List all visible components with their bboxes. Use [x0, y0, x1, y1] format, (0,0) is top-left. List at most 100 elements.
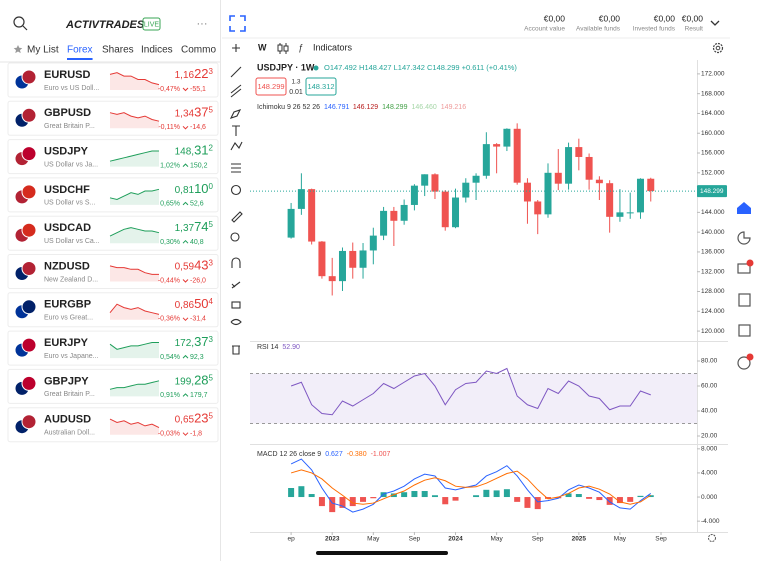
price-head: 148,: [175, 146, 194, 157]
home-icon[interactable]: [737, 202, 751, 214]
last-price-tag: [697, 185, 727, 198]
candle-body: [493, 144, 501, 147]
time-settings-icon[interactable]: [708, 534, 716, 542]
trendline-tool[interactable]: [230, 66, 242, 78]
macd-histogram-bar: [534, 497, 541, 510]
sparkline: [109, 342, 159, 350]
tab[interactable]: Commo: [181, 45, 216, 56]
settings-icon[interactable]: [712, 42, 724, 54]
instrument-row[interactable]: [7, 139, 219, 175]
pattern-tool[interactable]: [230, 141, 243, 151]
zoom-tool[interactable]: [230, 232, 240, 242]
account-value: €0,00: [654, 13, 676, 23]
gear-inner: [715, 45, 721, 51]
brush-tool[interactable]: [229, 109, 242, 119]
price-fraction: 5: [209, 412, 214, 421]
inbox-icon[interactable]: [737, 263, 751, 274]
gear-outer: [712, 42, 724, 54]
price-fraction: 5: [209, 220, 214, 229]
candle-body: [349, 250, 357, 268]
y-tick-label: 168.000: [701, 90, 725, 97]
sparkline: [109, 227, 160, 237]
instrument-row[interactable]: [7, 254, 219, 289]
macd-histogram-bar: [442, 497, 449, 505]
macd-histogram-bar: [647, 495, 654, 498]
price-head: 1,37: [175, 223, 195, 234]
macd-label: MACD 12 26 close 9: [257, 451, 321, 458]
y-tick-label: 132.000: [701, 268, 725, 275]
candle-body: [606, 183, 614, 217]
text-tool[interactable]: [232, 125, 240, 136]
instrument-row[interactable]: [7, 62, 219, 98]
tab-underline: [67, 58, 93, 60]
tab[interactable]: Indices: [141, 45, 173, 56]
candle-body: [616, 212, 624, 217]
candle-body: [431, 174, 439, 192]
macd-histogram-bar: [606, 497, 613, 505]
flag-quote: [21, 261, 37, 276]
lock-tool[interactable]: [231, 301, 241, 309]
projection-tool[interactable]: [231, 163, 241, 173]
interval-button[interactable]: W: [258, 42, 267, 52]
sell-button[interactable]: [255, 77, 287, 96]
symbol: EURGBP: [44, 299, 91, 311]
portfolio-icon[interactable]: [737, 231, 751, 245]
flag-quote: [21, 337, 37, 353]
lock-drawing-tool[interactable]: [231, 281, 241, 289]
instrument-row[interactable]: [7, 177, 219, 213]
sparkline: [109, 418, 160, 429]
candle-body: [513, 128, 521, 183]
instrument-row[interactable]: [7, 407, 219, 443]
price-pips: 22: [194, 66, 208, 81]
change-percent: -0,36%: [158, 316, 180, 323]
profile-icon[interactable]: [737, 356, 751, 370]
y-tick-label: 120.000: [701, 328, 725, 335]
sparkline: [109, 150, 159, 162]
sparkline: [109, 265, 159, 275]
candle-body: [452, 197, 460, 228]
instrument-row[interactable]: [7, 368, 219, 404]
indicators-button[interactable]: Indicators: [313, 42, 353, 52]
price: 1,16223: [175, 66, 214, 81]
instrument-row[interactable]: [7, 215, 219, 251]
price-fraction: 3: [209, 259, 214, 268]
candle-body: [482, 144, 490, 176]
change-percent: -0,03%: [158, 431, 180, 438]
change-arrow: [182, 87, 189, 92]
price-head: 0,86: [175, 299, 195, 310]
macd-histogram-bar: [431, 495, 438, 498]
channel-tool[interactable]: [230, 84, 242, 98]
magnet-tool[interactable]: [231, 257, 241, 268]
tab[interactable]: Shares: [102, 45, 134, 56]
ichimoku-value: 149.216: [441, 104, 466, 111]
macd-histogram-bar: [390, 493, 397, 498]
candle-body: [308, 189, 316, 242]
menu-button[interactable]: ···: [197, 18, 208, 30]
price-fraction: 5: [209, 374, 214, 383]
chart-type-button[interactable]: [277, 43, 289, 54]
calendar-icon[interactable]: [738, 324, 751, 337]
price-pips: 23: [194, 411, 208, 426]
news-icon[interactable]: [738, 293, 751, 307]
account-chevron[interactable]: [710, 20, 720, 26]
search-icon[interactable]: [13, 16, 28, 31]
crosshair-tool[interactable]: [232, 44, 240, 52]
change-pips: -14,6: [190, 124, 206, 131]
change-arrow: [182, 317, 189, 322]
buy-button[interactable]: [305, 77, 337, 96]
instrument-row[interactable]: [7, 100, 219, 136]
change-pips: 150,2: [190, 162, 208, 169]
tab[interactable]: My List: [27, 45, 59, 56]
emoji-tool[interactable]: [230, 184, 242, 196]
price-pips: 31: [194, 143, 208, 158]
instrument-row[interactable]: [7, 330, 219, 366]
candle-body: [626, 212, 634, 214]
tab[interactable]: Forex: [67, 45, 93, 56]
change-percent: 0,91%: [160, 392, 180, 399]
ruler-tool[interactable]: [231, 211, 243, 223]
trash-tool[interactable]: [232, 345, 240, 355]
fullscreen-icon[interactable]: [229, 15, 246, 32]
visibility-tool[interactable]: [230, 318, 242, 326]
candle-body: [534, 201, 542, 215]
